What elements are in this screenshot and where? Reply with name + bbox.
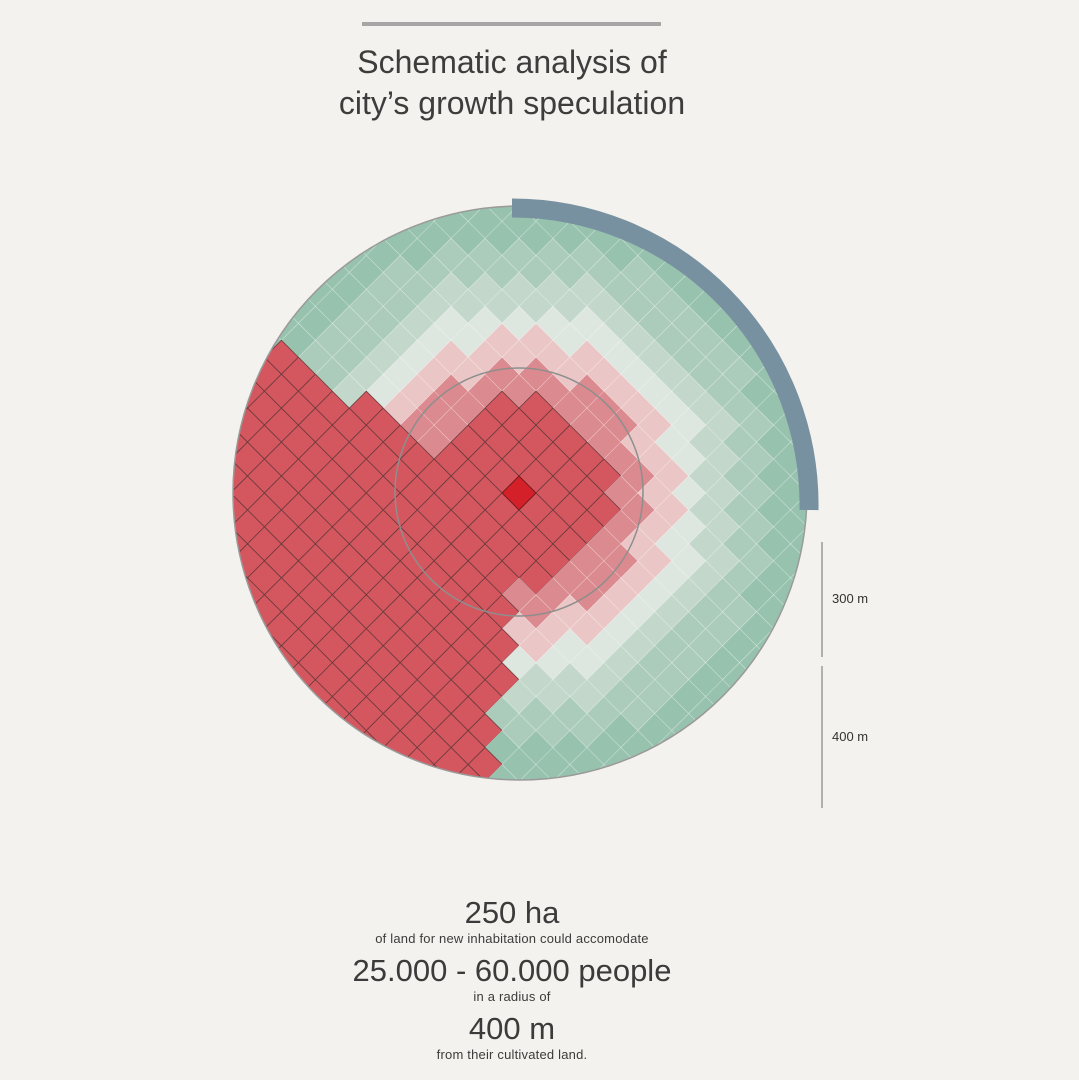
grid-cell: [722, 628, 757, 664]
grid-cell: [569, 679, 605, 714]
grid-cell: [484, 764, 520, 780]
grid-cell: [450, 255, 486, 290]
grid-cell: [233, 611, 266, 647]
grid-cell: [739, 509, 774, 545]
grid-cell: [331, 305, 367, 341]
scale-label-400: 400 m: [832, 729, 869, 744]
grid-cell: [620, 255, 656, 290]
grid-cell: [620, 594, 656, 630]
grid-cell: [502, 782, 536, 816]
area-caption: of land for new inhabitation could accom…: [375, 931, 649, 946]
grid-cell: [450, 221, 486, 256]
grid-cell: [569, 339, 605, 375]
page-title: Schematic analysis of city’s growth spec…: [0, 42, 1024, 124]
grid-cell: [620, 424, 656, 460]
grid-cell: [671, 305, 707, 341]
inner-radius-circle: [394, 367, 644, 617]
title-line-1: Schematic analysis of: [357, 44, 667, 80]
grid-cell: [501, 339, 537, 375]
grid-cell: [722, 594, 757, 630]
grid-cell: [620, 356, 656, 392]
grid-cell: [552, 628, 588, 664]
grid-cell: [671, 339, 707, 375]
grid-cell: [722, 526, 757, 562]
scale-label-300: 300 m: [832, 591, 869, 606]
grid-cell: [433, 339, 469, 375]
grid-cell: [671, 407, 707, 443]
people-value: 25.000 - 60.000 people: [352, 953, 672, 988]
grid-cell: [331, 339, 367, 375]
grid-cell: [620, 390, 656, 426]
grid-cell: [620, 288, 656, 324]
grid-cell: [501, 679, 537, 714]
grid-cell: [433, 238, 469, 273]
grid-cell: [197, 476, 231, 510]
grid-cell: [671, 509, 707, 545]
grid-cell: [552, 221, 588, 256]
grid-cell: [197, 510, 231, 544]
grid-cell: [197, 442, 231, 476]
grid-cell: [808, 510, 842, 544]
grid-cell: [620, 628, 656, 664]
area-value: 250 ha: [464, 895, 560, 930]
grid-cell: [739, 407, 774, 443]
grid-cell: [722, 458, 757, 494]
people-caption: in a radius of: [473, 989, 551, 1004]
grid-cell: [365, 746, 401, 780]
grid-cell: [501, 713, 537, 748]
grid-cell: [518, 764, 554, 780]
stats-block: 250 ha of land for new inhabitation coul…: [0, 895, 1024, 1063]
grid-cell: [552, 764, 588, 780]
grid-cell: [552, 255, 588, 290]
grid-cell: [552, 594, 588, 630]
grid-cell: [365, 206, 401, 239]
grid-cell: [468, 171, 502, 205]
grid-cell: [722, 424, 757, 460]
radius-value: 400 m: [468, 1011, 556, 1046]
grid-cell: [569, 238, 605, 273]
grid-cell: [433, 305, 469, 341]
grid-cell: [382, 356, 418, 392]
grid-cell: [233, 339, 266, 375]
grid-cell: [569, 543, 605, 579]
grid-cell: [501, 747, 537, 780]
title-line-2: city’s growth speculation: [338, 85, 686, 121]
grid-cell: [569, 713, 605, 748]
grid-cell: [536, 782, 570, 816]
top-rule: [362, 22, 661, 26]
outer-arc: [511, 198, 819, 511]
grid-cell: [552, 696, 588, 731]
grid-cell: [620, 458, 656, 494]
grid-cell: [536, 171, 570, 205]
grid-cell: [620, 696, 656, 731]
grid-cell: [671, 679, 707, 714]
grid-cell: [382, 288, 418, 324]
grid-cell: [671, 543, 707, 579]
grid-cell: [468, 782, 502, 816]
grid-cell: [501, 238, 537, 273]
grid-cell: [739, 577, 774, 613]
grid-cell: [739, 543, 774, 579]
grid-cell: [620, 526, 656, 562]
grid-cell: [552, 288, 588, 324]
grid-cell: [671, 475, 707, 511]
grid-cell: [722, 356, 757, 392]
radius-caption: from their cultivated land.: [436, 1047, 588, 1062]
grid-cell: [450, 288, 486, 324]
grid-cell: [671, 577, 707, 613]
grid-cell: [722, 390, 757, 426]
grid-cell: [790, 526, 807, 562]
growth-cells: [197, 171, 842, 816]
grid-cell: [382, 255, 418, 290]
grid-cell: [671, 645, 707, 681]
grid-cell: [569, 305, 605, 341]
grid-cell: [569, 645, 605, 681]
grid-cell: [739, 475, 774, 511]
grid-cell: [569, 577, 605, 613]
grid-cell: [501, 305, 537, 341]
core-cell: [501, 475, 537, 511]
